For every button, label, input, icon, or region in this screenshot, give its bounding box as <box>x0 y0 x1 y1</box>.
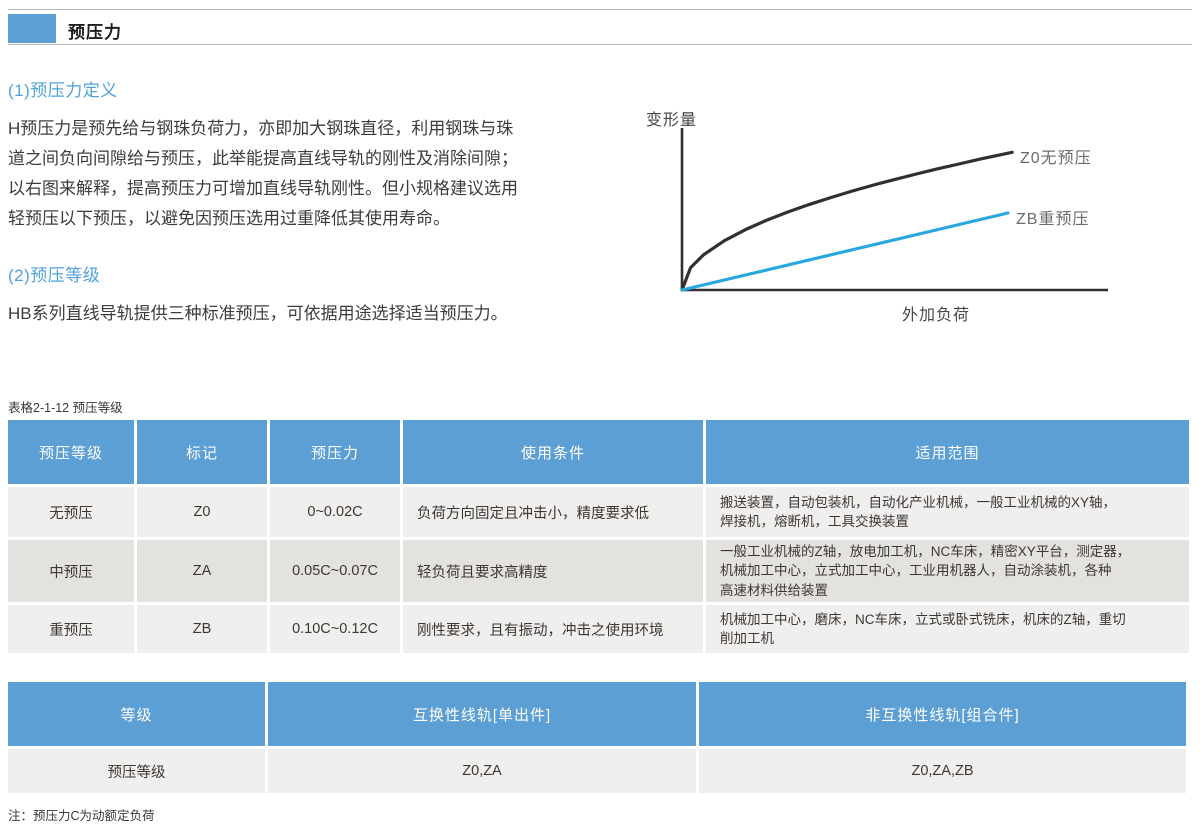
page-header: 预压力 <box>8 9 1192 45</box>
column-header: 等级 <box>8 682 265 746</box>
series-label-z0: Z0无预压 <box>1020 150 1092 167</box>
table-cell: 重预压 <box>8 605 134 653</box>
table-cell: Z0 <box>137 487 267 537</box>
section-body-definition: H预压力是预先给与钢珠负荷力，亦即加大钢珠直径，利用钢珠与珠 道之间负向间隙给与… <box>8 119 518 228</box>
page-title: 预压力 <box>68 23 122 42</box>
table-caption: 表格2-1-12 预压等级 <box>8 401 123 415</box>
section-body-grades: HB系列直线导轨提供三种标准预压，可依据用途选择适当预压力。 <box>8 304 508 323</box>
table-cell: 轻负荷且要求高精度 <box>403 540 703 602</box>
x-axis-label: 外加负荷 <box>902 307 971 324</box>
table-cell: 预压等级 <box>8 749 265 793</box>
table-cell: 0.05C~0.07C <box>270 540 400 602</box>
section-heading-definition: (1)预压力定义 <box>8 81 118 100</box>
column-header: 互换性线轨[单出件] <box>268 682 696 746</box>
table-cell: 无预压 <box>8 487 134 537</box>
series-label-zb: ZB重预压 <box>1016 211 1090 228</box>
table-cell: Z0,ZA,ZB <box>699 749 1186 793</box>
table-cell: ZB <box>137 605 267 653</box>
chart-canvas <box>680 128 1108 292</box>
table-cell: 搬送装置，自动包装机，自动化产业机械，一般工业机械的XY轴， 焊接机，熔断机，工… <box>706 487 1189 537</box>
series-line <box>680 211 1010 292</box>
deformation-load-chart: 变形量 外加负荷 Z0无预压 ZB重预压 <box>630 100 1160 340</box>
y-axis-label: 变形量 <box>646 112 698 129</box>
table-cell: 一般工业机械的Z轴，放电加工机，NC车床，精密XY平台，测定器， 机械加工中心，… <box>706 540 1189 602</box>
table-cell: Z0,ZA <box>268 749 696 793</box>
table-cell: 0~0.02C <box>270 487 400 537</box>
interchangeability-table: 等级 互换性线轨[单出件] 非互换性线轨[组合件] 预压等级 Z0,ZA Z0,ZA,ZB <box>8 682 1186 793</box>
table-cell: ZA <box>137 540 267 602</box>
table-cell: 0.10C~0.12C <box>270 605 400 653</box>
column-header: 标记 <box>137 420 267 484</box>
column-header: 预压力 <box>270 420 400 484</box>
footnote: 注：预压力C为动额定负荷 <box>8 809 155 823</box>
column-header: 适用范围 <box>706 420 1189 484</box>
intro-section: (1)预压力定义 H预压力是预先给与钢珠负荷力，亦即加大钢珠直径，利用钢珠与珠 … <box>8 76 648 329</box>
preload-grades-table: 预压等级 标记 预压力 使用条件 适用范围无预压 Z0 0~0.02C 负荷方向固定且冲击小，… <box>8 420 1189 653</box>
table-cell: 负荷方向固定且冲击小，精度要求低 <box>403 487 703 537</box>
table-cell: 机械加工中心，磨床，NC车床，立式或卧式铣床，机床的Z轴，重切 削加工机 <box>706 605 1189 653</box>
table-cell: 刚性要求，且有振动，冲击之使用环境 <box>403 605 703 653</box>
column-header: 使用条件 <box>403 420 703 484</box>
section-heading-grades: (2)预压等级 <box>8 266 101 285</box>
table-cell: 中预压 <box>8 540 134 602</box>
series-line <box>680 150 1014 292</box>
column-header: 非互换性线轨[组合件] <box>699 682 1186 746</box>
header-accent-block <box>8 14 56 43</box>
column-header: 预压等级 <box>8 420 134 484</box>
